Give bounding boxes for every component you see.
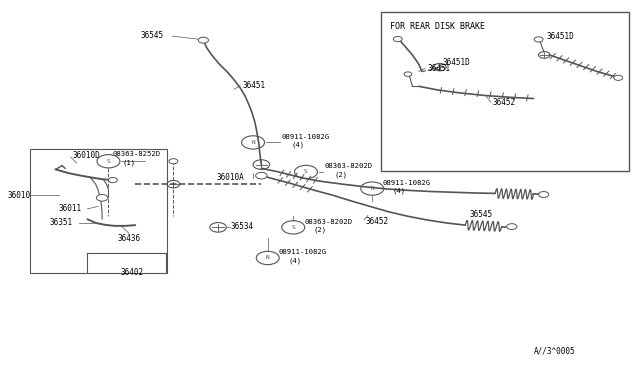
Circle shape [404,72,412,76]
Text: 08363-8202D: 08363-8202D [324,163,372,169]
Text: 36451D: 36451D [546,32,574,41]
Text: (2): (2) [334,171,347,177]
Text: 36545: 36545 [140,31,163,40]
Circle shape [614,75,623,80]
Text: (4): (4) [291,142,305,148]
Circle shape [255,172,267,179]
Text: 36436: 36436 [117,234,140,243]
Text: (4): (4) [288,257,301,263]
Circle shape [108,177,117,183]
Text: 36452: 36452 [366,217,389,225]
Text: 36545: 36545 [470,210,493,219]
Circle shape [97,195,108,201]
Text: 36011: 36011 [59,204,82,214]
Text: 08911-1082G: 08911-1082G [383,180,431,186]
Text: N: N [252,140,255,145]
Text: 36451: 36451 [243,81,266,90]
Circle shape [507,224,517,230]
Text: 08911-1082G: 08911-1082G [282,134,330,140]
Text: S: S [107,159,110,164]
Bar [30,149,167,273]
Circle shape [539,192,548,198]
Text: S: S [291,225,295,230]
Circle shape [198,37,209,43]
Circle shape [534,37,543,42]
Text: (4): (4) [392,187,405,194]
Text: 08363-8202D: 08363-8202D [304,219,352,225]
Text: 36451D: 36451D [443,58,471,67]
Text: 36452: 36452 [492,99,515,108]
Text: (2): (2) [314,227,327,233]
Text: S: S [304,170,308,174]
Text: 36534: 36534 [231,222,254,231]
Bar [381,13,629,171]
Text: (1): (1) [122,160,136,166]
Circle shape [394,36,402,42]
Circle shape [169,159,178,164]
Text: 36010A: 36010A [217,173,244,182]
Text: 36351: 36351 [49,218,72,227]
Text: 36010D: 36010D [73,151,100,160]
Text: 36402: 36402 [120,268,143,277]
Text: A//3^0005: A//3^0005 [534,347,575,356]
Text: N: N [266,256,269,260]
Text: 08911-1082G: 08911-1082G [278,249,326,256]
Text: N: N [371,186,374,191]
Text: 36451: 36451 [427,64,450,73]
Text: FOR REAR DISK BRAKE: FOR REAR DISK BRAKE [390,22,485,31]
Text: 08363-8252D: 08363-8252D [113,151,161,157]
Text: 36010: 36010 [8,191,31,200]
